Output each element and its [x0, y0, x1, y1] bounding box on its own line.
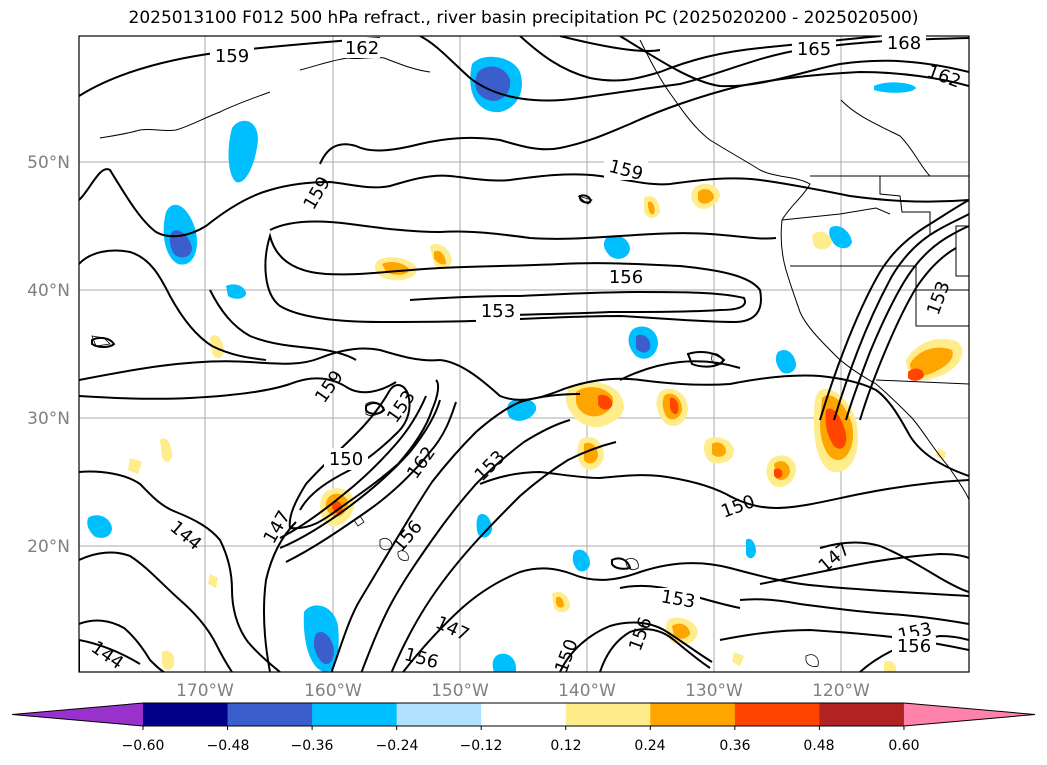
colorbar-tick-label: 0.24: [634, 738, 665, 754]
lat-label: 50°N: [27, 153, 70, 173]
colorbar-segment: [312, 703, 398, 726]
map-border: [78, 35, 970, 673]
small-contour-loops: [91, 194, 726, 570]
colorbar-segment: [565, 703, 651, 726]
colorbar-extend-high: [903, 703, 1035, 726]
colorbar-segment: [396, 703, 482, 726]
colorbar-segment: [227, 703, 313, 726]
colorbar-tick-label: −0.36: [291, 738, 334, 754]
lon-label: 140°W: [558, 681, 616, 701]
lat-label: 20°N: [27, 537, 70, 557]
colorbar-segment: [819, 703, 905, 726]
contour-label: 150: [329, 449, 363, 470]
lon-label: 120°W: [812, 681, 870, 701]
latitude-labels: 50°N 40°N 30°N 20°N: [27, 153, 70, 557]
lon-label: 160°W: [304, 681, 362, 701]
contour-label: 159: [215, 46, 249, 67]
colorbar-tick-label: −0.48: [207, 738, 250, 754]
coastlines: [99, 39, 969, 501]
contour-label: 153: [481, 301, 515, 322]
lon-label: 150°W: [431, 681, 489, 701]
contour-label: 165: [797, 39, 831, 60]
colorbar-segment: [734, 703, 820, 726]
colorbar-segment: [143, 703, 229, 726]
colorbar-tick-label: 0.48: [803, 738, 834, 754]
colorbar-extend-low: [12, 703, 143, 726]
lon-label: 170°W: [176, 681, 234, 701]
colorbar-segment: [481, 703, 567, 726]
longitude-labels: 170°W 160°W 150°W 140°W 130°W 120°W: [176, 681, 870, 701]
colorbar-tick-label: 0.12: [550, 738, 581, 754]
positive-anomaly-shading: [128, 183, 963, 672]
contour-label: 168: [887, 33, 921, 54]
colorbar-tick-label: 0.60: [888, 738, 919, 754]
contour-label: 156: [897, 636, 931, 657]
colorbar-tick-label: −0.12: [460, 738, 503, 754]
contour-label: 156: [609, 267, 643, 288]
colorbar-segment: [650, 703, 736, 726]
lat-label: 30°N: [27, 409, 70, 429]
contour-label: 162: [345, 38, 379, 59]
colorbar-tick-label: −0.24: [376, 738, 419, 754]
colorbar-ticks: −0.60 −0.48 −0.36 −0.24 −0.12 0.12 0.24 …: [122, 738, 920, 754]
colorbar-tick-label: −0.60: [122, 738, 165, 754]
negative-anomaly-shading: [87, 56, 916, 672]
lat-label: 40°N: [27, 281, 70, 301]
colorbar: [11, 702, 1036, 730]
map-panel: [79, 36, 969, 672]
map-title: 2025013100 F012 500 hPa refract., river …: [128, 8, 919, 28]
colorbar-tick-label: 0.36: [719, 738, 750, 754]
lon-label: 130°W: [685, 681, 743, 701]
